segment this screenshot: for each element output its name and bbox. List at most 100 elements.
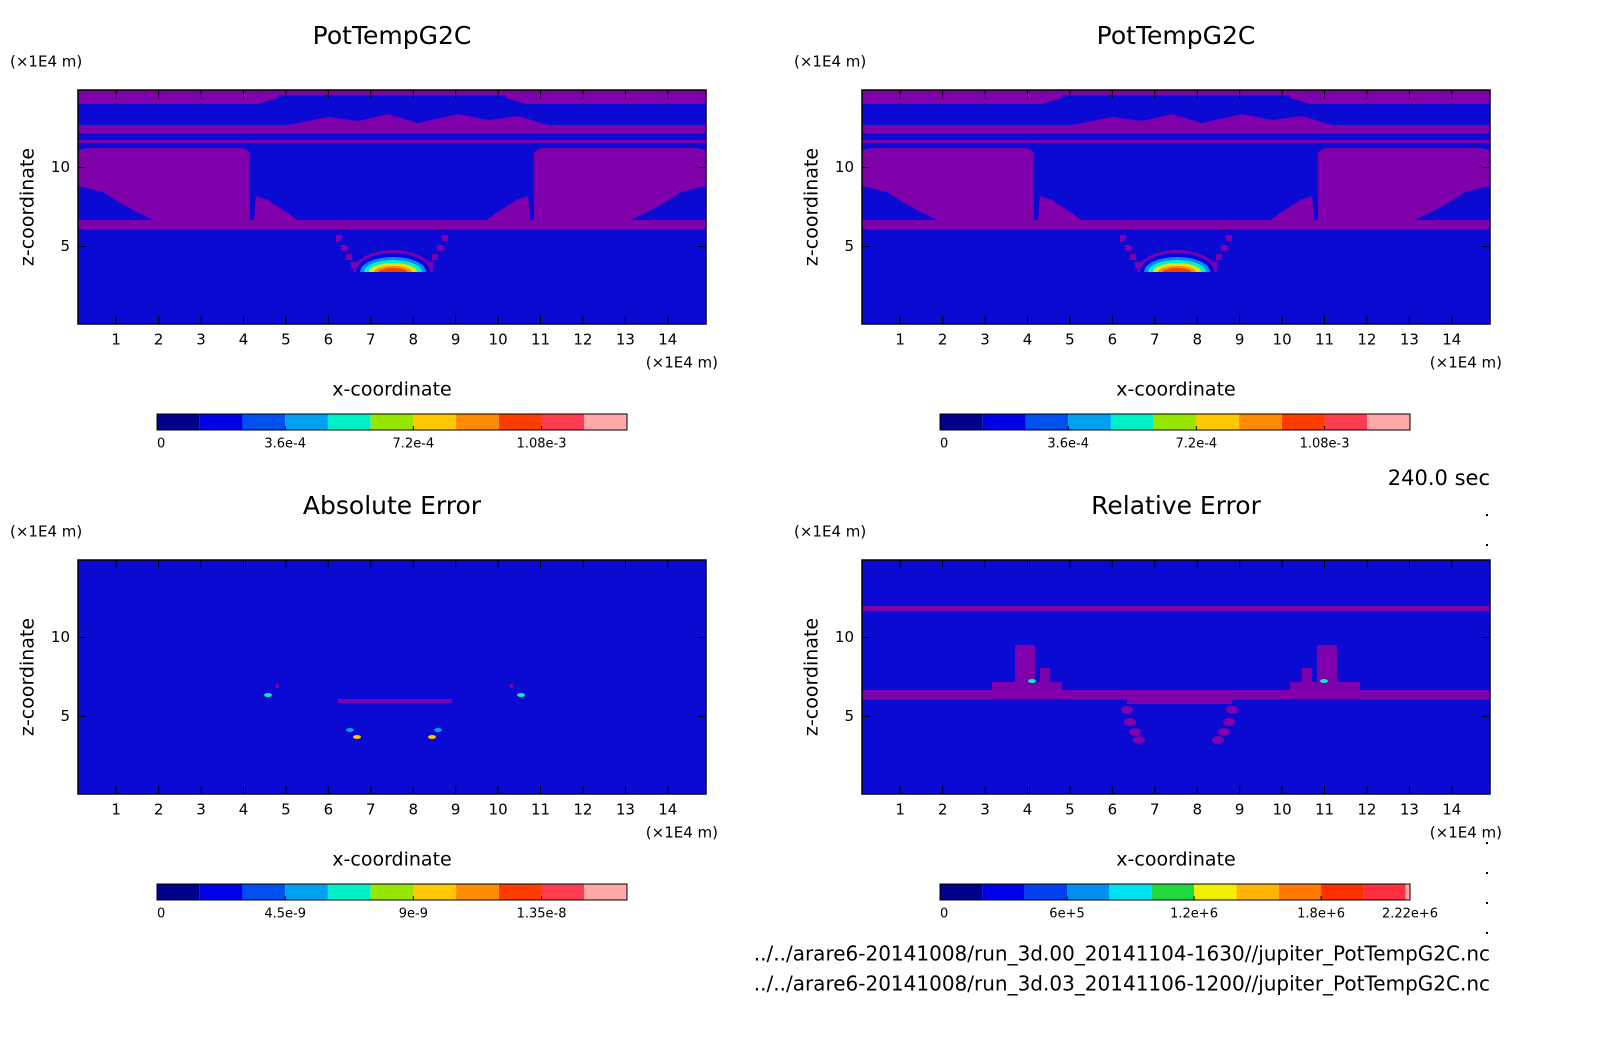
x-tick-label: 6	[1108, 801, 1118, 819]
colorbar-bin	[456, 414, 499, 430]
x-tick-label: 1	[895, 801, 905, 819]
y-axis-label: z-coordinate	[17, 148, 39, 266]
colorbar-bin	[1281, 414, 1325, 430]
colorbar-bin	[982, 884, 1025, 900]
x-tick-label: 2	[938, 801, 948, 819]
colorbar-bin	[1068, 414, 1111, 430]
x-tick-label: 4	[239, 331, 249, 349]
colorbar-tick-label: 3.6e-4	[1047, 437, 1089, 452]
colorbar-bin	[327, 884, 371, 900]
x-unit: (×1E4 m)	[1430, 824, 1502, 842]
colorbar-tick-label: 6e+5	[1049, 907, 1084, 922]
file-path: ../../arare6-20141008/run_3d.00_20141104…	[754, 942, 1490, 966]
x-tick-label: 8	[408, 331, 418, 349]
colorbar-bin	[1367, 414, 1410, 430]
colorbar-bin	[1196, 414, 1240, 430]
colorbar-tick-label: 0	[157, 907, 165, 922]
chart-title: Absolute Error	[303, 491, 482, 520]
colorbar-bin	[1405, 884, 1410, 900]
colorbar-bin	[370, 414, 414, 430]
colorbar-bin	[1236, 884, 1279, 900]
colorbar-bin	[940, 414, 983, 430]
x-tick-label: 12	[573, 331, 592, 349]
x-tick-label: 8	[408, 801, 418, 819]
colorbar-tick-label: 1.8e+6	[1297, 907, 1345, 922]
x-tick-label: 13	[1400, 801, 1419, 819]
x-tick-label: 6	[1108, 331, 1118, 349]
colorbar-bin	[1067, 884, 1110, 900]
x-tick-label: 7	[366, 331, 376, 349]
y-unit: (×1E4 m)	[794, 53, 866, 71]
colorbar-bin	[1194, 884, 1237, 900]
x-tick-label: 2	[938, 331, 948, 349]
x-tick-label: 14	[1442, 331, 1461, 349]
y-tick-label: 10	[835, 158, 854, 176]
colorbar-tick-label: 1.2e+6	[1170, 907, 1218, 922]
y-axis-label: z-coordinate	[801, 618, 823, 736]
file-path: ../../arare6-20141008/run_3d.03_20141106…	[754, 972, 1490, 996]
colorbar-bin	[157, 414, 200, 430]
x-tick-label: 13	[1400, 331, 1419, 349]
contour-field	[78, 90, 706, 324]
colorbar-tick-label: 0	[157, 437, 165, 452]
plot-frame	[861, 89, 1491, 325]
y-axis-label: z-coordinate	[801, 148, 823, 266]
x-tick-label: 8	[1192, 801, 1202, 819]
y-axis-label: z-coordinate	[17, 618, 39, 736]
x-tick-label: 12	[1357, 801, 1376, 819]
x-tick-label: 11	[531, 801, 550, 819]
x-tick-label: 7	[1150, 801, 1160, 819]
x-tick-label: 14	[658, 331, 677, 349]
x-tick-label: 12	[573, 801, 592, 819]
y-tick-label: 5	[844, 237, 854, 255]
chart-title: PotTempG2C	[1097, 21, 1256, 50]
contour-field	[78, 560, 706, 794]
y-tick-label: 10	[51, 628, 70, 646]
chart-title: Relative Error	[1091, 491, 1261, 520]
colorbar-bin	[242, 884, 286, 900]
x-tick-label: 1	[111, 331, 121, 349]
plot-frame	[77, 89, 707, 325]
x-tick-label: 2	[154, 801, 164, 819]
colorbar-tick-label: 7.2e-4	[393, 437, 435, 452]
x-tick-label: 14	[658, 801, 677, 819]
colorbar-bin	[327, 414, 371, 430]
x-tick-label: 6	[324, 801, 334, 819]
colorbar-tick-label: 1.08e-3	[1300, 437, 1350, 452]
x-tick-label: 9	[451, 801, 461, 819]
x-tick-label: 3	[196, 331, 206, 349]
colorbar-bin	[1239, 414, 1282, 430]
x-tick-label: 3	[980, 801, 990, 819]
x-tick-label: 9	[1235, 801, 1245, 819]
x-tick-label: 14	[1442, 801, 1461, 819]
x-tick-label: 6	[324, 331, 334, 349]
colorbar-bin	[498, 414, 542, 430]
x-tick-label: 9	[1235, 331, 1245, 349]
x-tick-label: 3	[196, 801, 206, 819]
colorbar-bin	[584, 884, 627, 900]
x-unit: (×1E4 m)	[1430, 354, 1502, 372]
x-tick-label: 3	[980, 331, 990, 349]
colorbar-bin	[1109, 884, 1152, 900]
colorbar-bin	[413, 884, 457, 900]
x-tick-label: 4	[1023, 801, 1033, 819]
y-tick-label: 10	[835, 628, 854, 646]
x-tick-label: 10	[1273, 331, 1292, 349]
x-tick-label: 11	[1315, 331, 1334, 349]
y-unit: (×1E4 m)	[10, 53, 82, 71]
plot-frame	[77, 559, 707, 795]
x-tick-label: 5	[281, 331, 291, 349]
contour-field	[862, 90, 1490, 324]
colorbar-bin	[370, 884, 414, 900]
colorbar-bin	[584, 414, 627, 430]
contour-field	[862, 560, 1490, 794]
colorbar-bin	[285, 414, 328, 430]
x-axis-label: x-coordinate	[1116, 379, 1235, 401]
colorbar-bin	[541, 414, 585, 430]
colorbar-bin	[1363, 884, 1406, 900]
x-tick-label: 1	[111, 801, 121, 819]
x-axis-label: x-coordinate	[332, 849, 451, 871]
y-unit: (×1E4 m)	[794, 523, 866, 541]
colorbar-bin	[1324, 414, 1368, 430]
x-unit: (×1E4 m)	[646, 354, 718, 372]
